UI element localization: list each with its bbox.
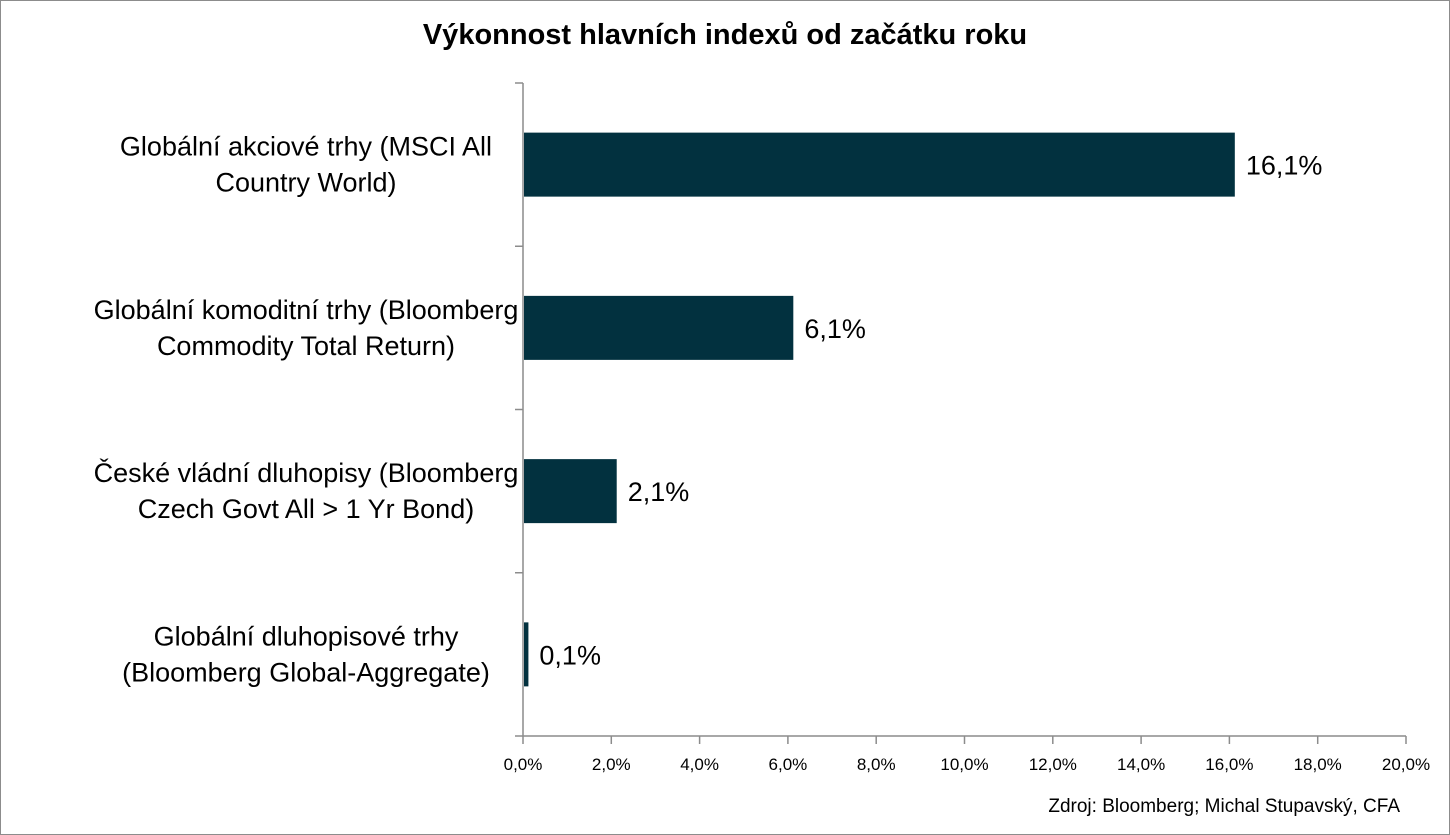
category-label: Country World) bbox=[215, 168, 396, 198]
category-label: (Bloomberg Global-Aggregate) bbox=[122, 657, 490, 687]
bar bbox=[524, 295, 794, 360]
category-label: Globální komoditní trhy (Bloomberg bbox=[94, 295, 519, 325]
x-tick-label: 20,0% bbox=[1382, 755, 1430, 774]
bar bbox=[524, 132, 1235, 197]
chart-source-note: Zdroj: Bloomberg; Michal Stupavský, CFA bbox=[1048, 796, 1400, 817]
x-tick-label: 2,0% bbox=[592, 755, 631, 774]
x-tick-label: 6,0% bbox=[769, 755, 808, 774]
chart-title: Výkonnost hlavních indexů od začátku rok… bbox=[422, 19, 1028, 51]
x-tick-label: 4,0% bbox=[680, 755, 719, 774]
x-tick-label: 10,0% bbox=[940, 755, 988, 774]
x-tick-label: 0,0% bbox=[504, 755, 543, 774]
category-label: Commodity Total Return) bbox=[157, 331, 455, 361]
x-tick-label: 18,0% bbox=[1294, 755, 1342, 774]
x-tick-label: 12,0% bbox=[1029, 755, 1077, 774]
category-label: Czech Govt All > 1 Yr Bond) bbox=[138, 494, 474, 524]
x-tick-label: 8,0% bbox=[857, 755, 896, 774]
category-label: Globální akciové trhy (MSCI All bbox=[120, 132, 492, 162]
data-label: 2,1% bbox=[628, 477, 690, 507]
data-label: 0,1% bbox=[539, 640, 601, 670]
category-label: České vládní dluhopisy (Bloomberg bbox=[94, 457, 519, 488]
data-label: 6,1% bbox=[804, 314, 866, 344]
data-label: 16,1% bbox=[1246, 151, 1323, 181]
bar bbox=[524, 622, 529, 687]
x-tick-label: 14,0% bbox=[1117, 755, 1165, 774]
x-tick-label: 16,0% bbox=[1205, 755, 1253, 774]
category-label: Globální dluhopisové trhy bbox=[154, 621, 459, 651]
bar bbox=[524, 459, 617, 524]
